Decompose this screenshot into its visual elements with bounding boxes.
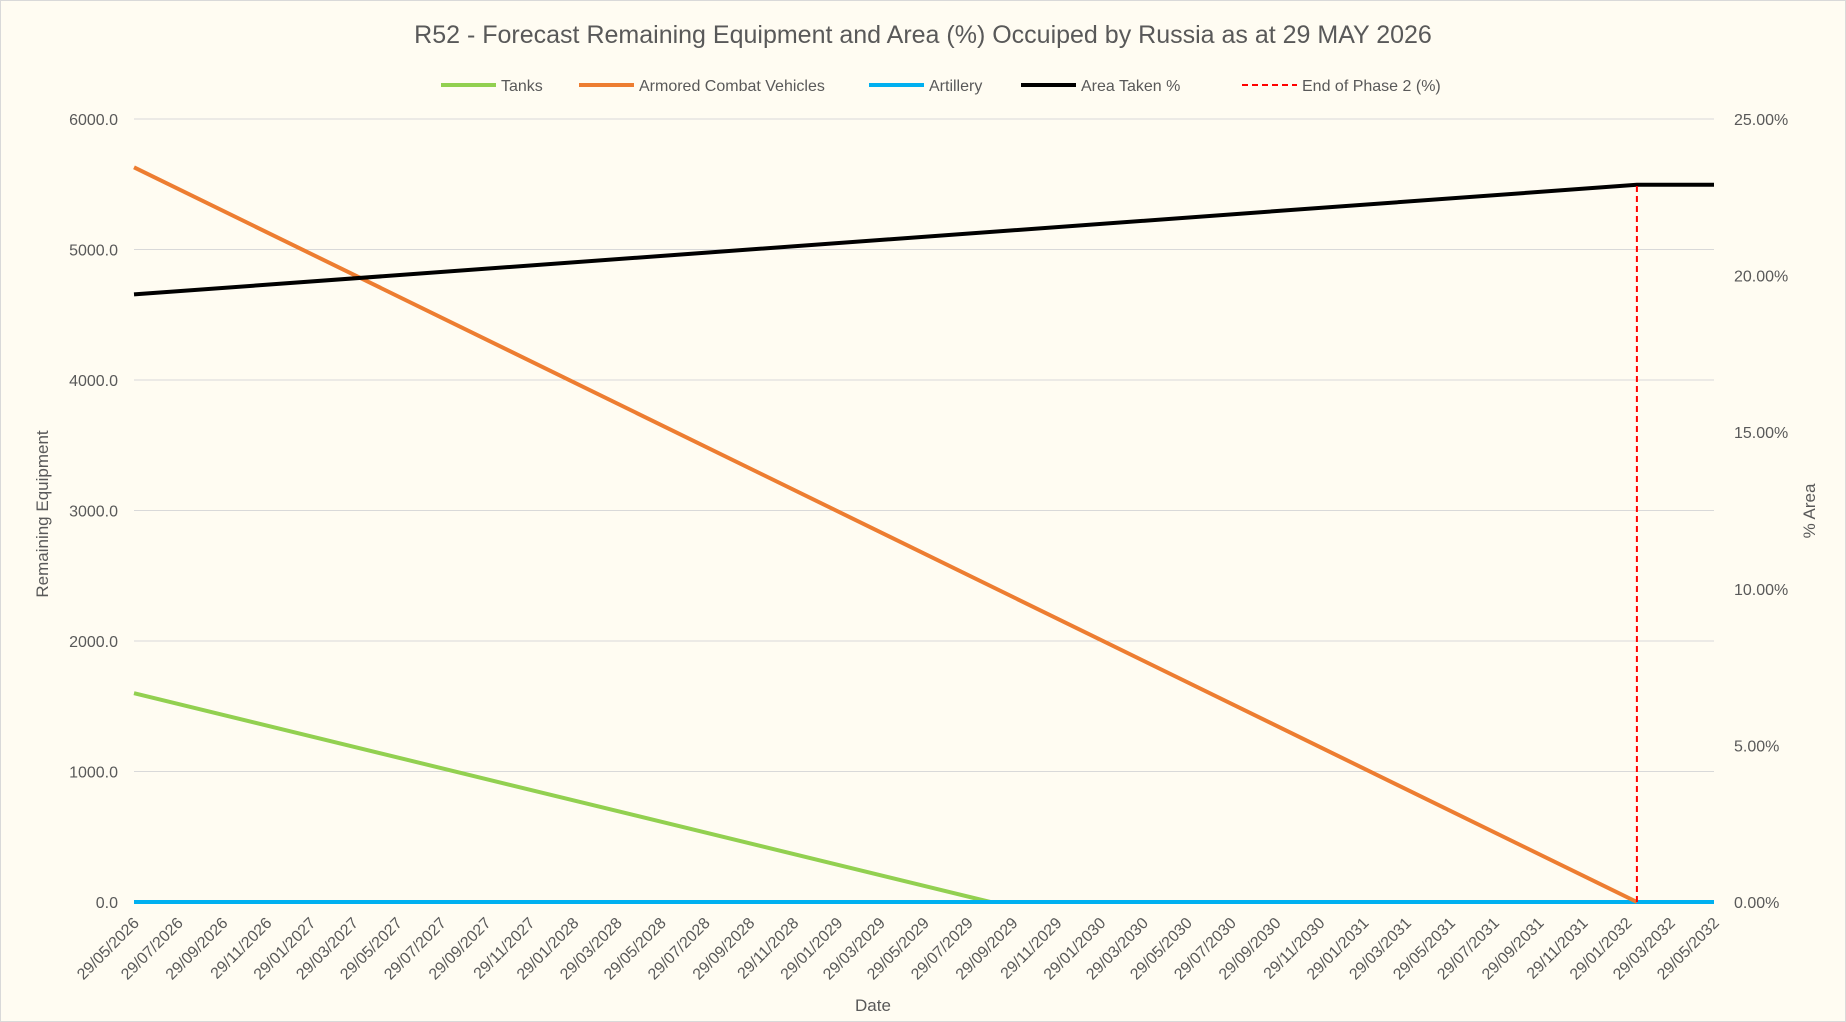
legend-label: Armored Combat Vehicles [639,78,825,95]
y2-tick-label: 20.00% [1734,269,1788,286]
y-tick-label: 5000.0 [69,243,118,260]
x-axis-ticks: 29/05/202629/07/202629/09/202629/11/2026… [74,915,1723,984]
y-tick-label: 6000.0 [69,112,118,129]
y2-tick-label: 25.00% [1734,112,1788,129]
y2-tick-label: 5.00% [1734,738,1779,755]
legend-label: Tanks [501,78,543,95]
series-line-armored-combat-vehicles [133,165,1638,904]
y2-tick-label: 10.00% [1734,582,1788,599]
series-layer [133,165,1714,904]
y-tick-label: 1000.0 [69,765,118,782]
x-axis-title: Date [855,996,891,1015]
y-tick-label: 0.0 [96,895,118,912]
y2-tick-label: 15.00% [1734,425,1788,442]
legend-label: Area Taken % [1081,78,1180,95]
y-axis-ticks: 0.0 1000.0 2000.0 3000.0 4000.0 5000.0 6000.0 [69,112,118,912]
y-tick-label: 4000.0 [69,373,118,390]
chart-title: R52 - Forecast Remaining Equipment and A… [414,21,1432,49]
y2-axis-ticks: 0.00% 5.00% 10.00% 15.00% 20.00% 25.00% [1734,112,1788,912]
y-axis-title: Remaining Equipment [33,430,52,598]
y-tick-label: 2000.0 [69,634,118,651]
y-tick-label: 3000.0 [69,504,118,521]
legend-label: Artillery [929,78,982,95]
legend-label: End of Phase 2 (%) [1302,78,1441,95]
y2-axis-title: % Area [1800,483,1819,538]
series-line-area-taken [133,182,1714,297]
legend: Tanks Armored Combat Vehicles Artillery Are… [441,78,1441,95]
series-line-tanks [133,691,1714,904]
y2-tick-label: 0.00% [1734,895,1779,912]
